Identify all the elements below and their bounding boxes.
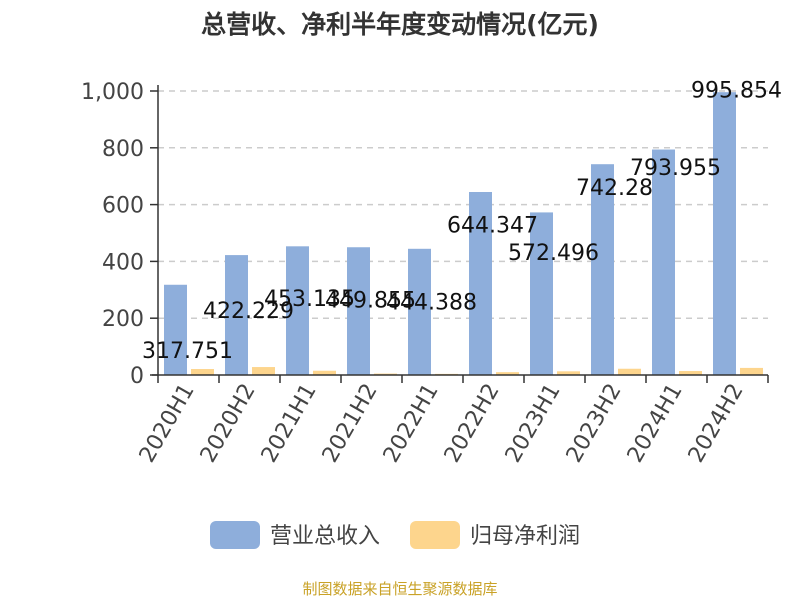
data-label: 422.229	[203, 299, 294, 324]
x-tick-label: 2023H2	[562, 380, 627, 467]
bar-net-profit-2020H2	[252, 367, 275, 375]
x-tick-label: 2021H2	[318, 380, 383, 467]
source-note: 制图数据来自恒生聚源数据库	[302, 580, 497, 598]
legend-label: 归母净利润	[470, 524, 580, 549]
y-tick-label: 200	[102, 307, 144, 332]
y-tick-label: 600	[102, 194, 144, 219]
x-axis: 2020H12020H22021H12021H22022H12022H22023…	[135, 374, 769, 467]
x-tick-label: 2020H2	[196, 380, 261, 467]
x-tick-label: 2022H2	[440, 380, 505, 467]
bars	[164, 92, 763, 376]
bar-revenue-2023H2	[591, 164, 614, 375]
bar-revenue-2022H1	[408, 248, 431, 375]
data-label: 453.135	[264, 287, 355, 312]
data-label: 317.751	[142, 339, 233, 364]
bar-net-profit-2023H1	[557, 371, 580, 375]
y-tick-label: 1,000	[81, 80, 144, 105]
bar-revenue-2024H2	[713, 92, 736, 376]
chart-title: 总营收、净利半年度变动情况(亿元)	[201, 10, 599, 39]
x-tick-label: 2023H1	[501, 380, 566, 467]
data-label: 644.347	[447, 214, 538, 239]
x-tick-label: 2020H1	[135, 380, 200, 467]
y-axis: 0 200 400 600 800 1,000	[81, 80, 159, 389]
data-label: 449.855	[325, 288, 416, 313]
y-tick-label: 0	[130, 364, 144, 389]
bar-net-profit-2023H2	[618, 368, 641, 375]
y-tick-label: 800	[102, 137, 144, 162]
data-label: 572.496	[508, 241, 599, 266]
bar-revenue-2021H2	[347, 247, 370, 375]
x-tick-label: 2021H1	[257, 380, 322, 467]
bar-revenue-2020H2	[225, 255, 248, 375]
x-tick-label: 2022H1	[379, 380, 444, 467]
legend-item-net-profit[interactable]: 归母净利润	[410, 521, 580, 549]
bar-net-profit-2021H1	[313, 370, 336, 375]
legend-item-revenue[interactable]: 营业总收入	[210, 521, 380, 549]
data-label: 742.28	[576, 176, 653, 201]
x-tick-label: 2024H2	[684, 380, 749, 467]
bar-net-profit-2024H1	[679, 371, 702, 375]
x-tick-label: 2024H1	[623, 380, 688, 467]
bar-revenue-2023H1	[530, 212, 553, 375]
bar-net-profit-2022H2	[496, 372, 519, 375]
data-label: 995.854	[691, 79, 782, 104]
bar-revenue-2021H1	[286, 246, 309, 375]
legend-label: 营业总收入	[270, 524, 380, 549]
legend-swatch	[410, 521, 460, 549]
bar-revenue-2024H1	[652, 149, 675, 375]
bar-net-profit-2024H2	[740, 367, 763, 375]
data-label: 444.388	[386, 290, 477, 315]
grid-lines	[158, 90, 768, 319]
legend[interactable]: 营业总收入 归母净利润	[210, 521, 580, 549]
data-label: 793.955	[630, 156, 721, 181]
legend-swatch	[210, 521, 260, 549]
bar-revenue-2020H1	[164, 284, 187, 375]
bar-net-profit-2020H1	[191, 369, 214, 375]
bar-revenue-2022H2	[469, 192, 492, 375]
y-tick-label: 400	[102, 250, 144, 275]
